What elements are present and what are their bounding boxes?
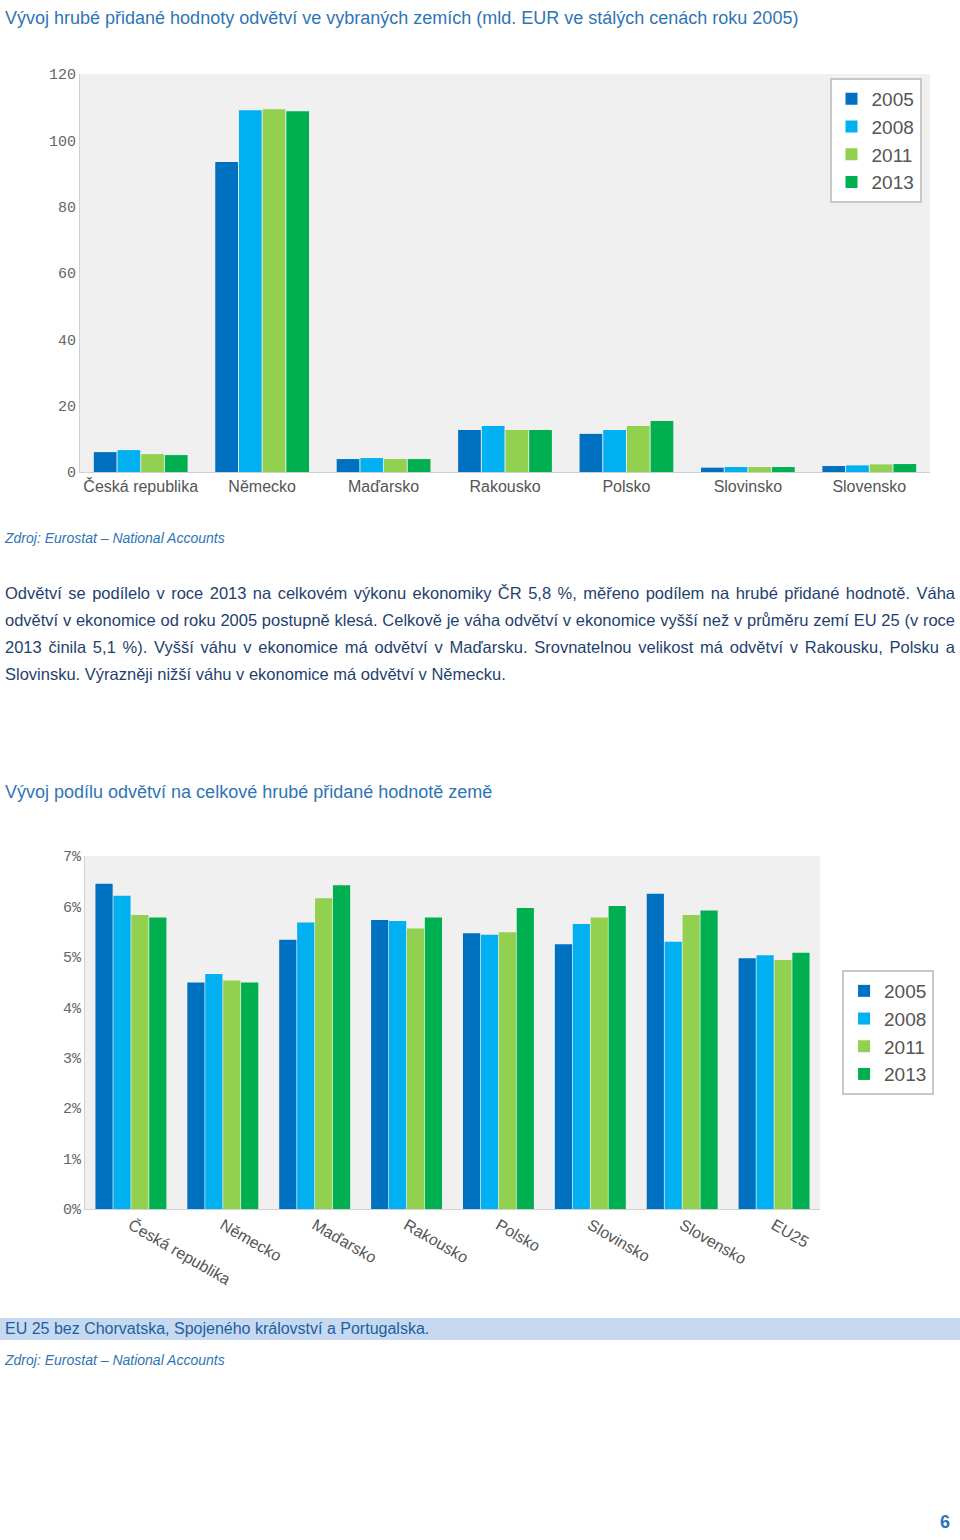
svg-text:Slovinsko: Slovinsko [585, 1216, 653, 1265]
svg-text:Maďarsko: Maďarsko [309, 1216, 379, 1266]
svg-text:40: 40 [58, 333, 76, 350]
svg-text:Polsko: Polsko [493, 1216, 543, 1255]
svg-text:EU25: EU25 [769, 1216, 812, 1251]
svg-text:2008: 2008 [872, 117, 914, 138]
svg-text:Německo: Německo [217, 1216, 284, 1265]
svg-text:3%: 3% [63, 1051, 82, 1068]
svg-text:2005: 2005 [872, 89, 914, 110]
svg-text:Polsko: Polsko [602, 478, 650, 495]
svg-text:1%: 1% [63, 1152, 82, 1169]
svg-text:Rakousko: Rakousko [469, 478, 540, 495]
svg-text:Slovensko: Slovensko [677, 1216, 750, 1268]
svg-text:5%: 5% [63, 950, 82, 967]
svg-text:2013: 2013 [884, 1064, 926, 1085]
svg-text:6%: 6% [63, 900, 82, 917]
html-text:EU 25 bez Chorvatska, Spojenéh: EU 25 bez Chorvatska, Spojeného královst… [5, 1320, 430, 1337]
svg-text:Rakousko: Rakousko [401, 1216, 471, 1266]
svg-text:Německo: Německo [228, 478, 296, 495]
svg-text:80: 80 [58, 200, 76, 217]
svg-text:7%: 7% [63, 849, 82, 866]
svg-text:0: 0 [67, 465, 76, 482]
svg-text:0%: 0% [63, 1202, 82, 1219]
svg-text:Slovinsko: Slovinsko [714, 478, 783, 495]
svg-text:60: 60 [58, 266, 76, 283]
html-text:Zdroj: Eurostat – National Acc: Zdroj: Eurostat – National Accounts [5, 530, 225, 546]
svg-text:Česká republika: Česká republika [83, 477, 198, 495]
svg-text:Česká republika: Česká republika [125, 1215, 233, 1288]
svg-text:4%: 4% [63, 1001, 82, 1018]
svg-text:2008: 2008 [884, 1009, 926, 1030]
svg-text:2013: 2013 [872, 172, 914, 193]
html-text:Zdroj: Eurostat – National Acc: Zdroj: Eurostat – National Accounts [5, 1352, 225, 1368]
svg-text:Maďarsko: Maďarsko [348, 478, 419, 495]
svg-text:Slovensko: Slovensko [832, 478, 906, 495]
svg-text:100: 100 [49, 134, 76, 151]
svg-text:2011: 2011 [872, 145, 913, 166]
html-text:Vývoj podílu odvětví na celkov: Vývoj podílu odvětví na celkové hrubé př… [5, 782, 493, 802]
html-text:Odvětví se podílelo v roce 201: Odvětví se podílelo v roce 2013 na celko… [5, 584, 955, 683]
svg-text:2005: 2005 [884, 981, 926, 1002]
html-text:6: 6 [940, 1512, 950, 1532]
svg-text:2%: 2% [63, 1101, 82, 1118]
svg-text:120: 120 [49, 67, 76, 84]
svg-text:20: 20 [58, 399, 76, 416]
svg-text:2011: 2011 [884, 1037, 925, 1058]
html-text:Vývoj hrubé přidané hodnoty od: Vývoj hrubé přidané hodnoty odvětví ve v… [5, 8, 799, 28]
